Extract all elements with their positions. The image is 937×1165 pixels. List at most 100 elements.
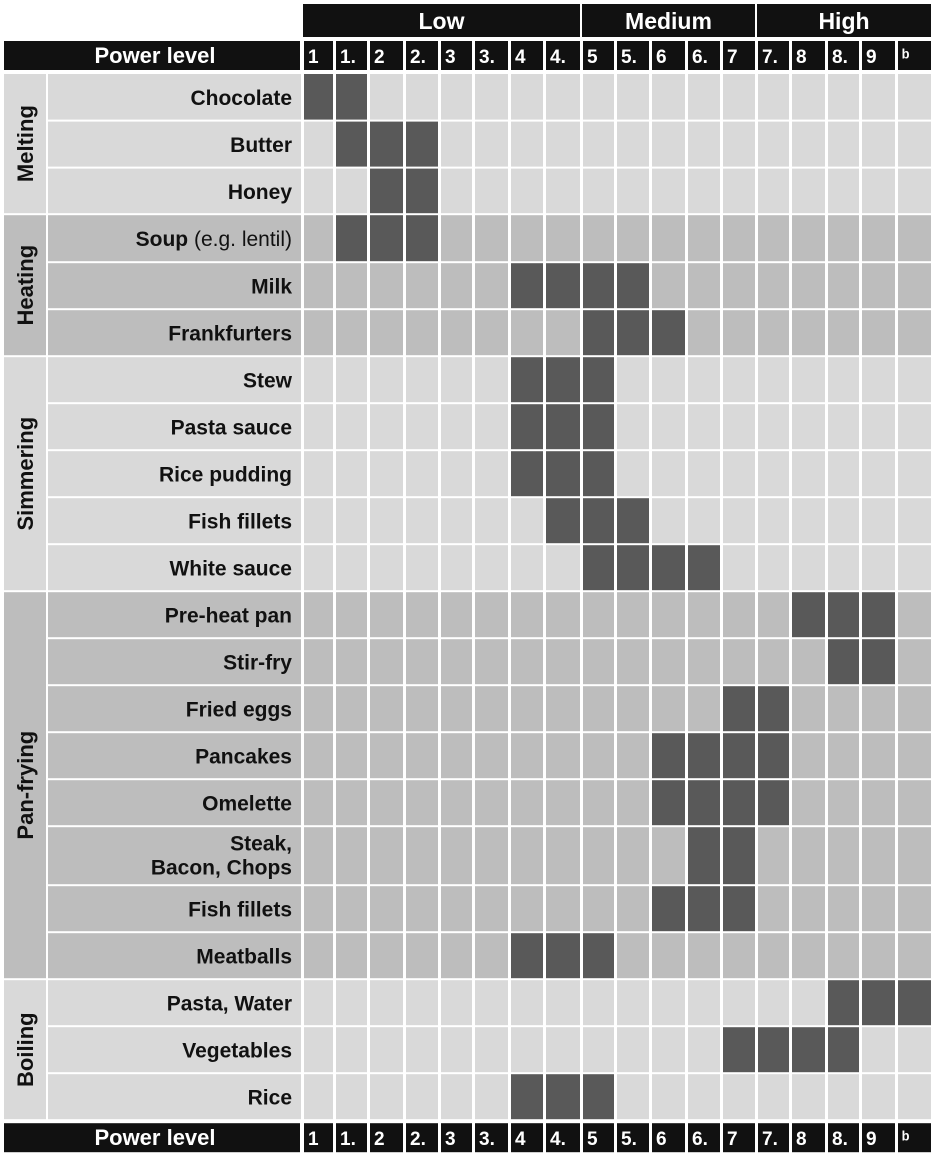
table-row: Fish fillets <box>48 498 931 544</box>
level-cell <box>441 168 472 214</box>
row-label-cell <box>48 686 301 732</box>
level-cell <box>828 451 859 497</box>
active-level-cell <box>688 827 720 885</box>
level-cell <box>370 310 403 356</box>
level-cell <box>723 980 755 1026</box>
power-level-number: 9 <box>866 1129 877 1150</box>
level-cell <box>792 215 825 262</box>
level-cell <box>370 451 403 497</box>
group-rows: Pre-heat pan Stir-fry Fried eggs Pancakes Om… <box>48 592 931 979</box>
level-cell <box>304 780 333 826</box>
level-cell <box>862 310 895 356</box>
row-label: Fish fillets <box>188 511 292 534</box>
table-row: Butter <box>48 121 931 167</box>
level-cell <box>304 545 333 591</box>
power-level-number: 5. <box>621 47 637 68</box>
power-level-cell <box>688 1123 720 1153</box>
level-cell <box>617 733 649 779</box>
active-level-cell <box>546 404 580 450</box>
level-cell <box>688 639 720 685</box>
level-cell <box>792 263 825 309</box>
row-label: Steak, <box>230 833 292 856</box>
row-label-cell <box>48 168 301 214</box>
level-cell <box>406 357 438 403</box>
row-label: Butter <box>230 134 292 157</box>
active-level-cell <box>370 121 403 167</box>
active-level-cell <box>862 592 895 638</box>
level-cell <box>898 733 931 779</box>
power-level-cell <box>828 41 859 70</box>
level-cell <box>546 639 580 685</box>
level-cell <box>758 404 789 450</box>
level-cell <box>511 545 543 591</box>
active-level-cell <box>688 733 720 779</box>
level-cell <box>617 933 649 979</box>
active-level-cell <box>828 592 859 638</box>
level-cell <box>617 1074 649 1120</box>
row-label: Omelette <box>202 793 292 816</box>
level-cell <box>441 310 472 356</box>
level-cell <box>862 933 895 979</box>
level-cell <box>792 780 825 826</box>
row-label-cell <box>48 639 301 685</box>
level-cell <box>511 686 543 732</box>
active-level-cell <box>583 498 614 544</box>
level-cell <box>617 168 649 214</box>
level-cell <box>723 545 755 591</box>
group-melting: Chocolate Butter Honey Melting <box>4 74 931 214</box>
group-rows: Soup (e.g. lentil) Milk Frankfurters <box>48 215 931 356</box>
level-cell <box>758 215 789 262</box>
power-level-number: 7. <box>762 1129 778 1150</box>
active-level-cell <box>792 592 825 638</box>
level-cell <box>511 74 543 120</box>
level-cell <box>723 74 755 120</box>
level-cell <box>688 215 720 262</box>
active-level-cell <box>546 263 580 309</box>
level-cell <box>475 933 508 979</box>
row-label: Chocolate <box>190 87 292 110</box>
level-cell <box>862 74 895 120</box>
group-heating: Soup (e.g. lentil) Milk Frankfurters Heatin… <box>4 215 931 356</box>
level-cell <box>652 1074 685 1120</box>
level-cell <box>723 639 755 685</box>
power-level-cell <box>862 41 895 70</box>
level-cell <box>688 357 720 403</box>
level-cell <box>617 780 649 826</box>
power-level-number: 7. <box>762 47 778 68</box>
group-label-cell <box>4 357 46 591</box>
active-level-cell <box>758 1027 789 1073</box>
level-cell <box>441 933 472 979</box>
level-cell <box>304 357 333 403</box>
row-label-cell <box>48 310 301 356</box>
level-cell <box>304 980 333 1026</box>
power-level-cell <box>758 1123 789 1153</box>
level-cell <box>406 980 438 1026</box>
power-level-number: 6. <box>692 47 708 68</box>
level-cell <box>688 310 720 356</box>
level-cell <box>758 498 789 544</box>
active-level-cell <box>583 357 614 403</box>
row-label: Pre-heat pan <box>165 605 292 628</box>
level-cell <box>898 451 931 497</box>
level-cell <box>688 933 720 979</box>
level-cell <box>475 168 508 214</box>
table-row: Stew <box>48 357 931 403</box>
active-level-cell <box>546 357 580 403</box>
level-cell <box>652 215 685 262</box>
group-label: Heating <box>13 245 38 326</box>
level-cell <box>583 733 614 779</box>
level-cell <box>406 886 438 932</box>
level-cell <box>688 74 720 120</box>
power-level-cell <box>546 41 580 70</box>
level-cell <box>792 639 825 685</box>
level-cell <box>441 1027 472 1073</box>
row-label-cell <box>48 933 301 979</box>
row-label-cell <box>48 886 301 932</box>
level-cell <box>898 886 931 932</box>
active-level-cell <box>511 1074 543 1120</box>
level-cell <box>546 827 580 885</box>
level-cell <box>723 121 755 167</box>
level-cell <box>583 168 614 214</box>
level-cell <box>406 263 438 309</box>
level-cell <box>406 733 438 779</box>
